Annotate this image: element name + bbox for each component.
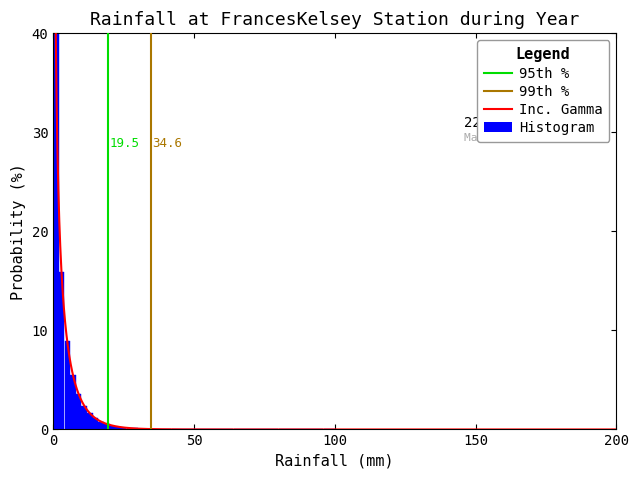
Bar (93, 418, 99, 430)
X-axis label: Rainfall (mm): Rainfall (mm) (275, 454, 394, 469)
Bar (76, 394, 81, 430)
Y-axis label: Probability (%): Probability (%) (11, 163, 26, 300)
Text: 19.5: 19.5 (109, 137, 140, 150)
Bar (121, 428, 127, 430)
Bar (70, 374, 76, 430)
Bar (132, 429, 138, 430)
Bar (104, 424, 109, 430)
Text: 34.6: 34.6 (152, 137, 182, 150)
Title: Rainfall at FrancesKelsey Station during Year: Rainfall at FrancesKelsey Station during… (90, 11, 579, 29)
Bar (53, 0, 59, 430)
Bar (127, 428, 132, 430)
Text: Made on 25 Apr 2025: Made on 25 Apr 2025 (464, 133, 592, 143)
Bar (138, 429, 143, 430)
Bar (81, 406, 87, 430)
Bar (59, 272, 65, 430)
Bar (87, 413, 93, 430)
Text: 2261  # Events: 2261 # Events (464, 116, 581, 130)
Legend: 95th %, 99th %, Inc. Gamma, Histogram: 95th %, 99th %, Inc. Gamma, Histogram (477, 40, 609, 142)
Bar (115, 427, 121, 430)
Bar (99, 421, 104, 430)
Bar (143, 429, 149, 430)
Bar (65, 341, 70, 430)
Bar (109, 426, 115, 430)
